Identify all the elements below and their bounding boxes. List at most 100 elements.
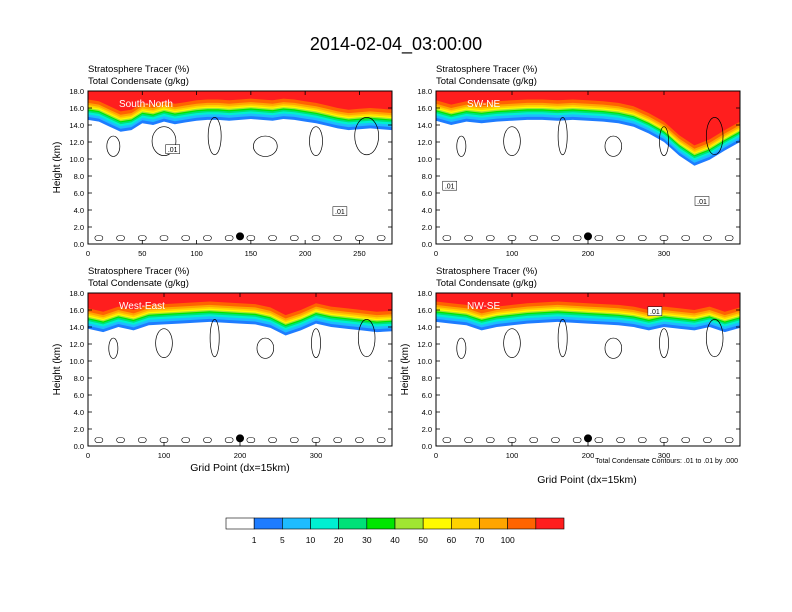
tracer-band xyxy=(436,91,740,146)
condensate-contour xyxy=(659,126,669,156)
x-tick-label: 0 xyxy=(86,451,90,460)
condensate-contour xyxy=(209,318,220,358)
condensate-contour xyxy=(705,318,724,358)
surface-contour xyxy=(116,437,125,443)
y-tick-label: 10.0 xyxy=(69,155,84,164)
y-tick-label: 6.0 xyxy=(422,391,432,400)
surface-contour xyxy=(551,437,560,443)
condensate-contour xyxy=(354,117,379,156)
panels-group: .01 .01 South-North Stratosphere Tracer (%)… xyxy=(52,64,741,460)
colorbar-label: 30 xyxy=(362,535,372,545)
surface-contour xyxy=(442,437,452,443)
panel-label: South-North xyxy=(119,99,173,110)
panel-nw-se: .01 NW-SE Stratosphere Tracer (%)Total Con… xyxy=(400,266,741,460)
location-marker xyxy=(236,434,244,443)
surface-contour xyxy=(289,235,299,241)
plot-area: .01 .01 xyxy=(88,91,392,241)
panel-title-line2: Total Condensate (g/kg) xyxy=(88,278,189,289)
surface-contour xyxy=(268,437,277,443)
contour-label: .01 xyxy=(650,309,660,316)
colorbar-swatch xyxy=(479,517,508,530)
surface-contour xyxy=(724,437,734,443)
condensate-contour xyxy=(108,337,119,359)
location-marker xyxy=(236,232,244,241)
panel-title-line1: Stratosphere Tracer (%) xyxy=(436,266,537,277)
surface-contour xyxy=(703,437,712,443)
tracer-band xyxy=(88,293,392,316)
y-tick-label: 0.0 xyxy=(422,240,432,249)
colorbar-swatch xyxy=(338,517,368,530)
condensate-contour xyxy=(309,126,323,156)
surface-contour xyxy=(637,437,647,443)
surface-contour xyxy=(594,235,604,241)
surface-contour xyxy=(116,235,125,241)
surface-contour xyxy=(311,235,321,241)
y-axis-label: Height (km) xyxy=(400,344,411,396)
y-tick-label: 4.0 xyxy=(422,206,432,215)
figure-title: 2014-02-04_03:00:00 xyxy=(310,34,482,55)
condensate-contour xyxy=(604,135,623,157)
colorbar-label: 5 xyxy=(280,535,285,545)
y-tick-label: 16.0 xyxy=(417,104,432,113)
contour-label: .01 xyxy=(445,184,455,191)
tracer-band xyxy=(88,91,392,112)
panel-title-line1: Stratosphere Tracer (%) xyxy=(88,266,189,277)
colorbar-swatch xyxy=(394,517,424,530)
surface-contour xyxy=(203,437,212,443)
colorbar-swatch xyxy=(422,517,452,530)
surface-contour xyxy=(464,235,473,241)
condensate-contour xyxy=(456,135,467,157)
colorbar-swatch xyxy=(366,517,396,530)
y-tick-label: 6.0 xyxy=(74,189,84,198)
y-tick-label: 14.0 xyxy=(417,323,432,332)
surface-contour xyxy=(681,437,691,443)
surface-contour xyxy=(637,235,647,241)
panel-west-east: West-East Stratosphere Tracer (%)Total Co… xyxy=(52,266,393,460)
surface-contour xyxy=(529,235,539,241)
x-tick-label: 300 xyxy=(658,451,671,460)
location-marker xyxy=(584,434,592,443)
x-tick-label: 100 xyxy=(506,249,519,258)
x-tick-label: 200 xyxy=(582,249,595,258)
surface-contour xyxy=(703,235,712,241)
x-tick-label: 150 xyxy=(245,249,258,258)
contour-label: .01 xyxy=(697,199,707,206)
surface-contour xyxy=(551,235,560,241)
colorbar-label: 100 xyxy=(501,535,515,545)
y-tick-label: 0.0 xyxy=(74,442,84,451)
surface-contour xyxy=(246,437,256,443)
y-tick-label: 6.0 xyxy=(74,391,84,400)
y-tick-label: 6.0 xyxy=(422,189,432,198)
condensate-contour xyxy=(659,328,669,358)
y-tick-label: 16.0 xyxy=(69,104,84,113)
condensate-contour xyxy=(503,126,521,156)
y-tick-label: 18.0 xyxy=(69,87,84,96)
condensate-contour xyxy=(503,328,521,358)
surface-contour xyxy=(724,235,734,241)
y-tick-label: 4.0 xyxy=(422,408,432,417)
colorbar-label: 10 xyxy=(306,535,316,545)
colorbar-swatch xyxy=(310,517,339,530)
plot-area xyxy=(88,293,392,443)
surface-contour xyxy=(572,437,582,443)
colorbar-swatch xyxy=(282,517,311,530)
y-tick-label: 8.0 xyxy=(74,374,84,383)
contour-label-box xyxy=(165,144,180,154)
y-tick-label: 0.0 xyxy=(422,442,432,451)
surface-contour xyxy=(333,437,343,443)
y-tick-label: 18.0 xyxy=(69,289,84,298)
panel-title-line2: Total Condensate (g/kg) xyxy=(436,76,537,87)
colorbar-swatch xyxy=(535,517,565,530)
y-tick-label: 12.0 xyxy=(69,340,84,349)
x-tick-label: 200 xyxy=(299,249,312,258)
y-axis-label: Height (km) xyxy=(52,344,63,396)
y-tick-label: 18.0 xyxy=(417,87,432,96)
y-tick-label: 18.0 xyxy=(417,289,432,298)
colorbar-label: 60 xyxy=(447,535,457,545)
y-tick-label: 10.0 xyxy=(417,357,432,366)
y-tick-label: 4.0 xyxy=(74,206,84,215)
surface-contour xyxy=(529,437,539,443)
colorbar-swatch xyxy=(507,517,537,530)
y-tick-label: 8.0 xyxy=(422,172,432,181)
panel-title-line1: Stratosphere Tracer (%) xyxy=(436,64,537,75)
